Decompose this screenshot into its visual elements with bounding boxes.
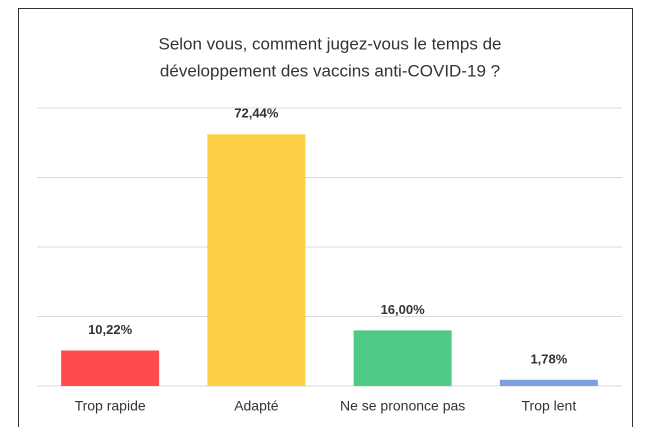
data-label: 16,00% bbox=[381, 302, 426, 317]
bar bbox=[499, 379, 598, 386]
x-tick-label: Adapté bbox=[234, 398, 279, 414]
x-tick-label: Trop rapide bbox=[75, 398, 146, 414]
x-tick-label: Ne se prononce pas bbox=[340, 398, 465, 414]
data-label: 10,22% bbox=[88, 322, 133, 337]
x-tick-label: Trop lent bbox=[522, 398, 577, 414]
chart-title: Selon vous, comment jugez-vous le temps … bbox=[158, 34, 501, 53]
data-label: 1,78% bbox=[530, 351, 567, 366]
chart-title: développement des vaccins anti-COVID-19 … bbox=[160, 61, 500, 80]
bar bbox=[207, 134, 306, 386]
bar bbox=[353, 330, 452, 386]
data-label: 72,44% bbox=[234, 106, 279, 121]
bar bbox=[61, 350, 160, 386]
